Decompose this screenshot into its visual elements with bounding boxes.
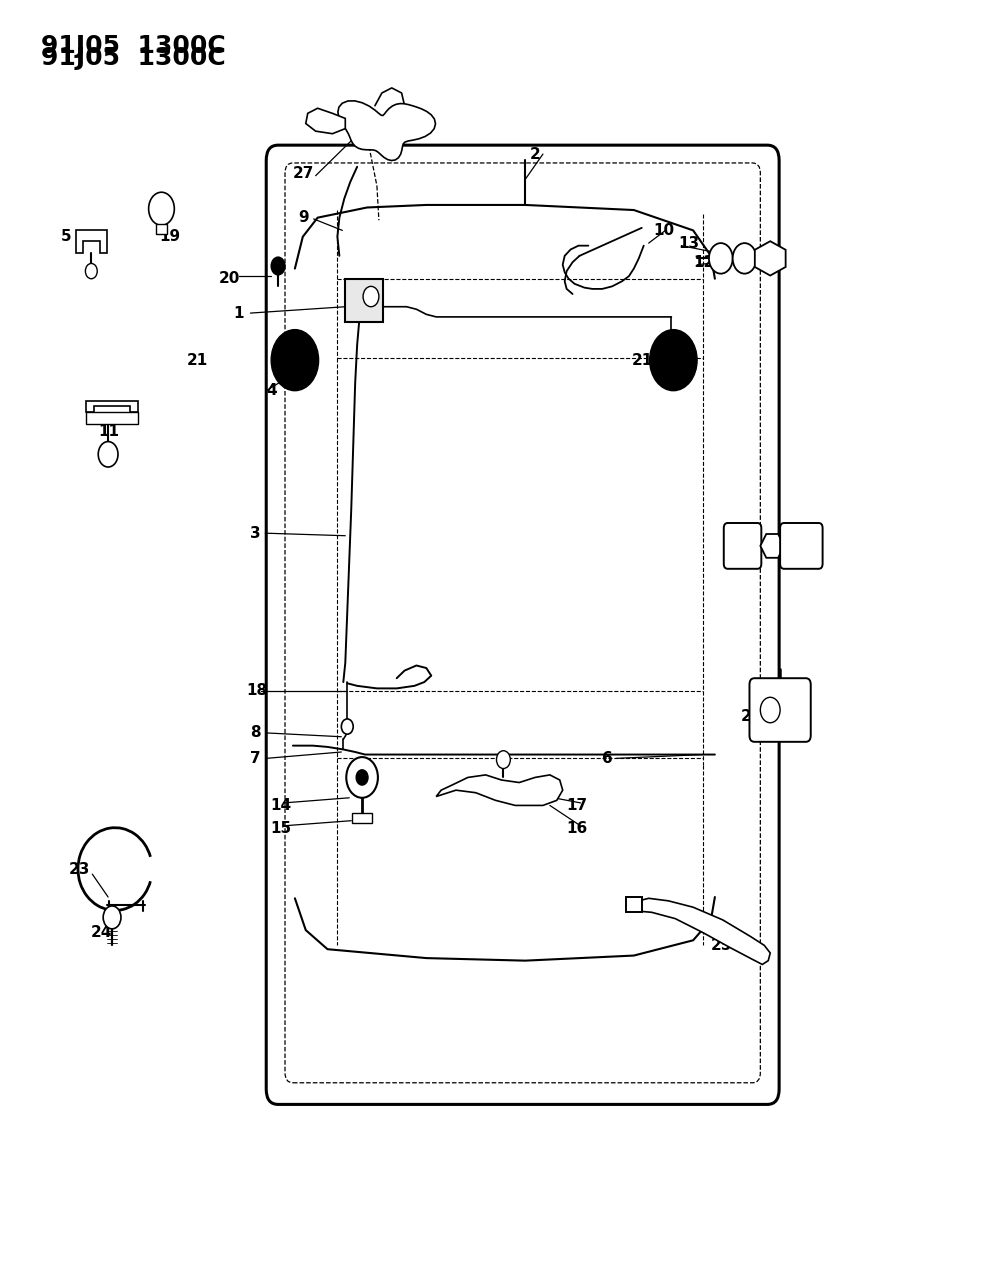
Text: 13: 13	[678, 236, 700, 251]
Text: 21: 21	[187, 353, 208, 367]
Text: 4: 4	[267, 384, 276, 398]
Circle shape	[341, 719, 353, 734]
Polygon shape	[75, 231, 107, 254]
Text: 25: 25	[711, 938, 732, 952]
Text: 19: 19	[160, 230, 180, 245]
Text: 15: 15	[271, 821, 291, 836]
Circle shape	[709, 244, 732, 274]
Polygon shape	[338, 101, 435, 161]
Text: 24: 24	[90, 926, 112, 940]
Text: 91J05  1300C: 91J05 1300C	[41, 34, 226, 57]
Circle shape	[149, 193, 174, 226]
Text: 9: 9	[298, 210, 308, 226]
Polygon shape	[760, 534, 784, 557]
Text: 16: 16	[567, 821, 588, 836]
Text: 11: 11	[98, 423, 119, 439]
Bar	[156, 224, 167, 235]
Circle shape	[760, 697, 780, 723]
Polygon shape	[755, 241, 786, 275]
Text: 2: 2	[530, 147, 541, 162]
Circle shape	[363, 287, 379, 307]
Polygon shape	[436, 775, 563, 806]
Text: 10: 10	[654, 223, 675, 238]
Bar	[352, 813, 372, 824]
Text: 14: 14	[271, 798, 291, 813]
Circle shape	[98, 441, 118, 467]
Circle shape	[85, 264, 97, 279]
Text: 6: 6	[603, 751, 613, 766]
Bar	[626, 898, 642, 913]
FancyBboxPatch shape	[723, 523, 761, 569]
Circle shape	[272, 258, 285, 275]
FancyBboxPatch shape	[749, 678, 811, 742]
Polygon shape	[86, 412, 138, 423]
Text: 21: 21	[632, 353, 653, 367]
Text: 18: 18	[247, 683, 268, 699]
Text: 26: 26	[740, 709, 762, 724]
Text: 3: 3	[251, 525, 261, 541]
Text: 5: 5	[60, 230, 71, 245]
Text: 12: 12	[693, 255, 715, 270]
Circle shape	[272, 330, 319, 390]
Text: 27: 27	[293, 166, 314, 181]
Text: 7: 7	[251, 751, 261, 766]
Text: 1: 1	[234, 306, 244, 320]
FancyBboxPatch shape	[780, 523, 823, 569]
Bar	[345, 279, 383, 323]
Text: 23: 23	[68, 862, 90, 876]
Text: 22: 22	[740, 534, 762, 550]
Circle shape	[732, 244, 756, 274]
Circle shape	[356, 770, 368, 785]
Text: 17: 17	[567, 798, 588, 813]
Circle shape	[496, 751, 510, 769]
Text: 20: 20	[219, 272, 240, 286]
Text: 8: 8	[251, 725, 261, 741]
Polygon shape	[86, 400, 138, 412]
Polygon shape	[632, 899, 770, 964]
Circle shape	[650, 330, 697, 390]
Text: 91J05  1300C: 91J05 1300C	[41, 46, 226, 70]
Circle shape	[346, 757, 378, 798]
Circle shape	[103, 907, 121, 929]
Polygon shape	[306, 108, 345, 134]
